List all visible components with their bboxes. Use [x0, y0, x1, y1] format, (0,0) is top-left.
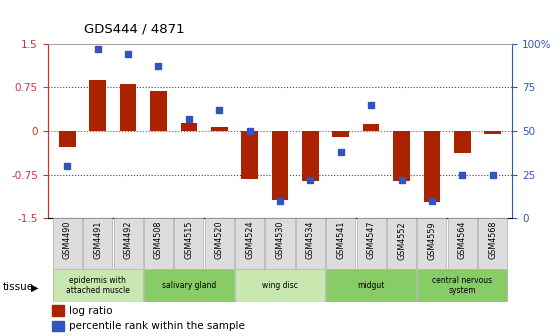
- Bar: [180, 123, 197, 131]
- Text: ▶: ▶: [31, 282, 38, 292]
- Text: GSM4508: GSM4508: [154, 221, 163, 259]
- Bar: [417, 218, 446, 269]
- Bar: [357, 218, 386, 269]
- Text: epidermis with
attached muscle: epidermis with attached muscle: [66, 276, 130, 295]
- Text: GSM4492: GSM4492: [124, 221, 133, 259]
- Bar: [296, 218, 325, 269]
- Bar: [204, 218, 234, 269]
- Bar: [417, 269, 507, 302]
- Text: GSM4547: GSM4547: [367, 221, 376, 259]
- Bar: [53, 269, 143, 302]
- Text: GSM4552: GSM4552: [397, 221, 406, 259]
- Bar: [454, 131, 470, 153]
- Bar: [302, 131, 319, 180]
- Text: GSM4524: GSM4524: [245, 221, 254, 259]
- Bar: [265, 218, 295, 269]
- Bar: [120, 84, 137, 131]
- Bar: [423, 131, 440, 202]
- Bar: [447, 218, 477, 269]
- Bar: [387, 218, 416, 269]
- Bar: [144, 218, 173, 269]
- Bar: [272, 131, 288, 200]
- Text: GSM4568: GSM4568: [488, 221, 497, 259]
- Bar: [174, 218, 203, 269]
- Text: central nervous
system: central nervous system: [432, 276, 492, 295]
- Text: GSM4564: GSM4564: [458, 221, 467, 259]
- Bar: [144, 269, 234, 302]
- Text: wing disc: wing disc: [262, 281, 298, 290]
- Bar: [326, 218, 356, 269]
- Bar: [90, 80, 106, 131]
- Text: tissue: tissue: [3, 282, 34, 292]
- Text: GSM4520: GSM4520: [214, 221, 224, 259]
- Text: salivary gland: salivary gland: [162, 281, 216, 290]
- Text: midgut: midgut: [357, 281, 385, 290]
- Bar: [393, 131, 410, 180]
- Text: GSM4515: GSM4515: [184, 221, 193, 259]
- Bar: [59, 131, 76, 148]
- Bar: [52, 305, 64, 316]
- Text: GSM4490: GSM4490: [63, 221, 72, 259]
- Text: GSM4530: GSM4530: [276, 221, 284, 259]
- Bar: [52, 321, 64, 331]
- Bar: [241, 131, 258, 179]
- Bar: [363, 124, 380, 131]
- Bar: [235, 218, 264, 269]
- Bar: [83, 218, 113, 269]
- Bar: [235, 269, 325, 302]
- Text: GDS444 / 4871: GDS444 / 4871: [84, 22, 185, 35]
- Text: log ratio: log ratio: [68, 306, 112, 316]
- Bar: [114, 218, 143, 269]
- Bar: [484, 131, 501, 134]
- Bar: [53, 218, 82, 269]
- Bar: [150, 91, 167, 131]
- Bar: [333, 131, 349, 137]
- Text: GSM4491: GSM4491: [93, 221, 102, 259]
- Text: GSM4534: GSM4534: [306, 221, 315, 259]
- Bar: [478, 218, 507, 269]
- Bar: [326, 269, 416, 302]
- Text: GSM4559: GSM4559: [427, 221, 436, 259]
- Bar: [211, 127, 227, 131]
- Text: percentile rank within the sample: percentile rank within the sample: [68, 321, 244, 331]
- Text: GSM4541: GSM4541: [336, 221, 346, 259]
